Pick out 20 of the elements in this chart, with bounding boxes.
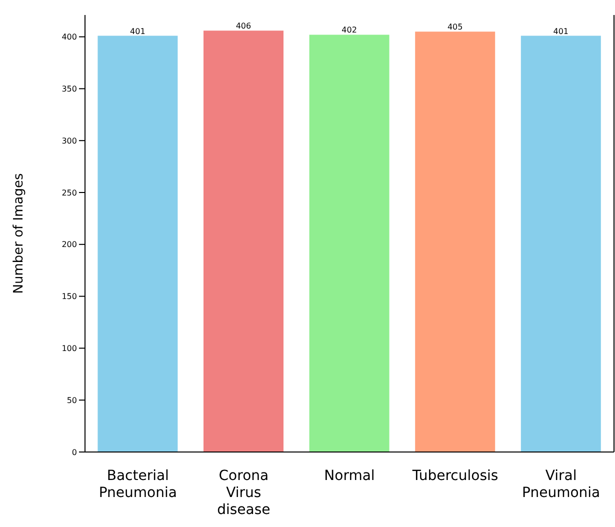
- y-tick-label: 50: [66, 396, 77, 405]
- x-tick-label: Normal: [324, 468, 375, 484]
- data-label: 401: [130, 26, 146, 36]
- y-tick-label: 200: [62, 240, 77, 250]
- y-tick-label: 250: [62, 188, 77, 198]
- data-label: 401: [553, 26, 569, 36]
- y-tick-label: 150: [62, 292, 77, 302]
- data-label: 402: [342, 26, 357, 35]
- y-tick-label: 300: [62, 136, 77, 146]
- x-tick-label: Corona Virus disease: [217, 468, 270, 518]
- data-label: 406: [236, 22, 252, 31]
- y-tick-label: 0: [72, 448, 77, 457]
- x-tick-label: Viral Pneumonia: [522, 468, 600, 501]
- data-label: 405: [447, 22, 463, 32]
- y-axis-title: Number of Images: [12, 173, 27, 294]
- x-tick-label: Bacterial Pneumonia: [98, 468, 177, 501]
- x-tick-label: Tuberculosis: [411, 468, 498, 484]
- y-tick-label: 400: [62, 32, 77, 42]
- y-tick-label: 350: [62, 84, 77, 94]
- y-tick-label: 100: [62, 344, 77, 354]
